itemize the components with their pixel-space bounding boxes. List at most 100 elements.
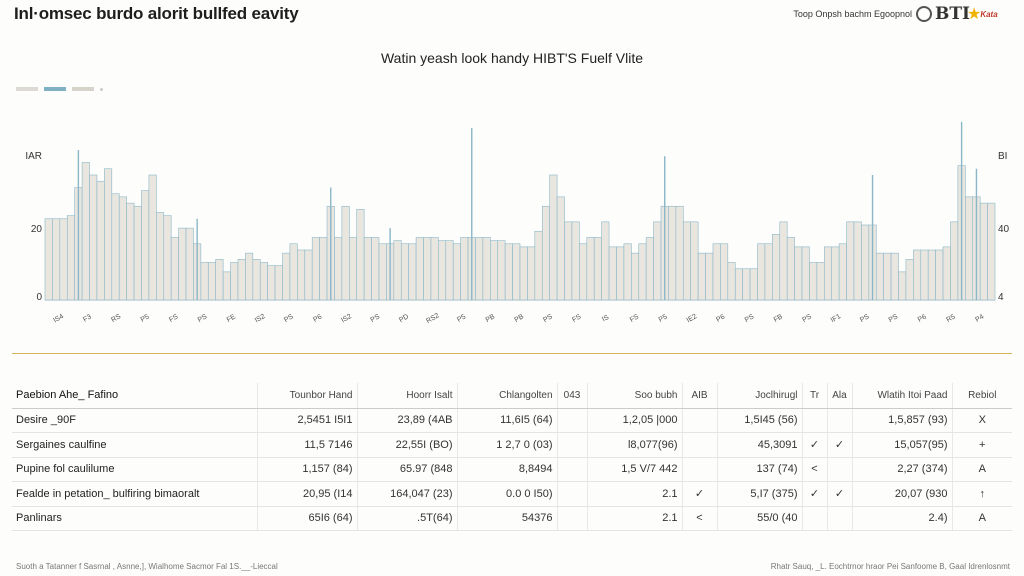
cell: l8,077(96) bbox=[586, 432, 682, 458]
bar bbox=[846, 221, 855, 301]
x-tick-label: IS2 bbox=[340, 313, 353, 324]
data-table: Paebion Ahe_ Fafino Tounbor Hand Hoorr I… bbox=[12, 383, 1012, 531]
row-action-icon[interactable]: + bbox=[951, 432, 1012, 458]
cell: 1,2,05 |000 bbox=[586, 408, 682, 433]
x-tick-label: P5 bbox=[456, 313, 467, 323]
cell: 2.4) bbox=[851, 506, 952, 531]
y-tick-left-mid: 20 bbox=[30, 224, 42, 235]
bar bbox=[927, 249, 936, 301]
bar bbox=[408, 243, 417, 301]
col-header[interactable]: Soo bubh bbox=[586, 383, 682, 409]
col-header[interactable]: Joclhirugl bbox=[716, 383, 802, 409]
bar bbox=[942, 246, 951, 301]
bar bbox=[259, 262, 268, 301]
col-header[interactable]: Chlangolten bbox=[456, 383, 557, 409]
row-label: Panlinars bbox=[12, 506, 257, 531]
row-label: Desire _90F bbox=[12, 408, 257, 433]
row-action-icon[interactable]: A bbox=[951, 506, 1012, 531]
cell bbox=[556, 481, 587, 507]
bar bbox=[490, 240, 499, 301]
footer-right: Rhatr Sauq, _L. Eochtrnor hraor Pei Sanf… bbox=[770, 562, 1010, 571]
x-tick-label: P6 bbox=[312, 313, 323, 323]
bar bbox=[631, 252, 640, 301]
row-action-icon[interactable]: ↑ bbox=[951, 481, 1012, 507]
table-row[interactable]: Fealde in petation_ bulfiring bimaoralt … bbox=[12, 481, 1012, 507]
cell: ✓ bbox=[681, 481, 717, 507]
cell: 1 2,7 0 (03) bbox=[456, 432, 557, 458]
bar bbox=[690, 221, 699, 301]
bar bbox=[81, 162, 90, 301]
bar bbox=[289, 243, 298, 301]
x-tick-label: FS bbox=[168, 313, 180, 324]
table-row[interactable]: Panlinars 65I6 (64) .5T(64) 54376 2.1 < … bbox=[12, 506, 1012, 531]
bar bbox=[772, 234, 781, 301]
x-tick-label: P4 bbox=[974, 313, 985, 323]
cell: 1,157 (84) bbox=[256, 457, 357, 482]
col-header[interactable]: Wlatih Itoi Paad bbox=[851, 383, 952, 409]
col-header[interactable]: AIB bbox=[681, 383, 717, 409]
x-tick-label: IS4 bbox=[52, 313, 65, 324]
row-action-icon[interactable]: A bbox=[951, 457, 1012, 482]
bar bbox=[890, 252, 899, 301]
section-divider bbox=[12, 353, 1012, 354]
cell bbox=[801, 506, 827, 531]
bar bbox=[786, 237, 795, 301]
col-header[interactable]: Tounbor Hand bbox=[256, 383, 357, 409]
row-label: Pupine fol caulilume bbox=[12, 457, 257, 482]
brand-logo[interactable]: BTI ★ Kata bbox=[916, 3, 1016, 25]
bar bbox=[319, 237, 328, 301]
col-header[interactable]: Paebion Ahe_ Fafino bbox=[12, 383, 257, 409]
col-header[interactable]: Rebiol bbox=[951, 383, 1012, 409]
col-header[interactable]: 043 bbox=[556, 383, 587, 409]
cell: 1,5 V/7 442 bbox=[586, 457, 682, 482]
bar bbox=[987, 202, 996, 301]
bar bbox=[764, 243, 773, 301]
legend-swatch-2 bbox=[44, 87, 66, 91]
table-row[interactable]: Pupine fol caulilume 1,157 (84) 65.97 (8… bbox=[12, 457, 1012, 482]
cell bbox=[681, 432, 717, 458]
cell: 2,5451 I5I1 bbox=[256, 408, 357, 433]
bar bbox=[571, 221, 580, 301]
col-header[interactable]: Hoorr Isalt bbox=[356, 383, 457, 409]
x-tick-label: F3 bbox=[82, 314, 93, 324]
bar bbox=[504, 243, 513, 301]
x-tick-label: FS bbox=[629, 313, 641, 324]
cell: 20,07 (930 bbox=[851, 481, 952, 507]
bar bbox=[720, 243, 729, 301]
bar bbox=[230, 262, 239, 301]
bar bbox=[556, 196, 565, 301]
cell bbox=[826, 408, 852, 433]
x-tick-label: RS bbox=[110, 313, 122, 324]
table-row[interactable]: Desire _90F 2,5451 I5I1 23,89 (4AB 11,6I… bbox=[12, 408, 1012, 433]
bar bbox=[393, 240, 402, 301]
col-header[interactable]: Tr bbox=[801, 383, 827, 409]
col-header[interactable]: Ala bbox=[826, 383, 852, 409]
table-row[interactable]: Sergaines caulfine 11,5 7146 22,55I (BO)… bbox=[12, 432, 1012, 458]
row-label: Fealde in petation_ bulfiring bimaoralt bbox=[12, 481, 257, 507]
bar bbox=[452, 243, 461, 301]
bar bbox=[222, 271, 231, 301]
bar bbox=[935, 249, 944, 301]
bar bbox=[645, 237, 654, 301]
row-action-icon[interactable]: X bbox=[951, 408, 1012, 433]
bar bbox=[653, 221, 662, 301]
bar bbox=[564, 221, 573, 301]
y-tick-right-zero: 4 bbox=[998, 292, 1004, 303]
header-link[interactable]: Toop Onpsh bachm Egoopnol bbox=[793, 9, 912, 19]
cell: 22,55I (BO) bbox=[356, 432, 457, 458]
bar bbox=[59, 218, 68, 301]
table-header-row: Paebion Ahe_ Fafino Tounbor Hand Hoorr I… bbox=[12, 383, 1012, 409]
bar bbox=[311, 237, 320, 301]
cell: 2,27 (374) bbox=[851, 457, 952, 482]
x-tick-label: PS bbox=[801, 313, 813, 324]
bar bbox=[549, 174, 558, 301]
bar bbox=[207, 262, 216, 301]
bar bbox=[245, 252, 254, 301]
cell: 65.97 (848 bbox=[356, 457, 457, 482]
cell: < bbox=[681, 506, 717, 531]
y-tick-left-zero: 0 bbox=[36, 292, 42, 303]
bar bbox=[875, 252, 884, 301]
bar bbox=[608, 246, 617, 301]
x-tick-label: P6 bbox=[917, 313, 928, 323]
row-label: Sergaines caulfine bbox=[12, 432, 257, 458]
